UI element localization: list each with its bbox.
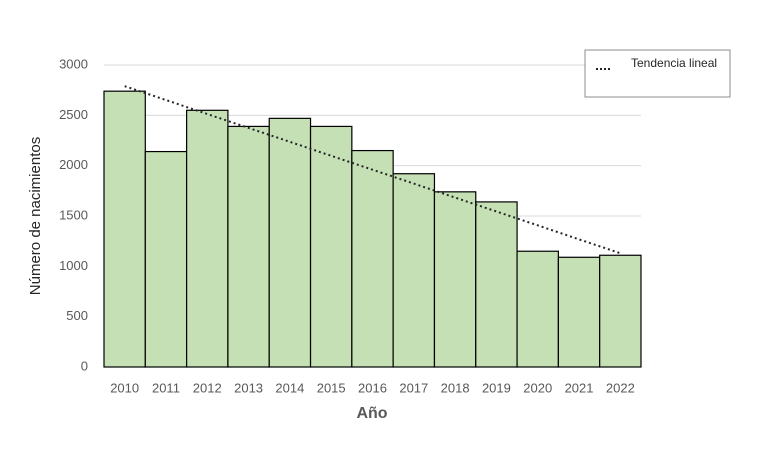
legend-box [584, 49, 731, 98]
bar [351, 149, 394, 368]
x-tick-label: 2010 [110, 380, 139, 395]
x-tick-label: 2011 [152, 380, 180, 395]
x-tick-label: 2018 [441, 380, 470, 395]
x-tick-label: 2013 [234, 380, 263, 395]
trend-line [124, 85, 621, 255]
bar [268, 117, 312, 368]
x-tick-label: 2019 [482, 380, 511, 395]
y-tick-label: 2000 [59, 157, 88, 172]
x-tick-label: 2021 [565, 380, 594, 395]
bar [475, 201, 518, 368]
bar [392, 173, 436, 368]
y-tick-label: 2500 [59, 107, 88, 122]
x-axis-label: Año [356, 405, 387, 422]
x-tick-label: 2016 [358, 380, 387, 395]
x-tick-label: 2014 [275, 380, 304, 395]
bar [309, 125, 353, 368]
bar [144, 150, 188, 368]
y-tick-label: 500 [66, 308, 88, 323]
bar [557, 256, 601, 368]
x-tick-label: 2015 [317, 380, 346, 395]
bar [227, 125, 270, 368]
y-axis-label: Número de nacimientos [27, 137, 44, 295]
x-tick-label: 2022 [606, 380, 635, 395]
y-tick-label: 3000 [59, 56, 88, 71]
x-tick-label: 2020 [523, 380, 552, 395]
y-tick-label: 1000 [59, 258, 88, 273]
plot-area: 0 500 1000 1500 2000 2500 3000 2010 2011 2012 2013… [59, 56, 642, 395]
x-tick-label: 2017 [399, 380, 428, 395]
legend: Tendencia lineal [584, 49, 731, 98]
bar [186, 109, 229, 368]
bar [516, 250, 559, 368]
bar [433, 191, 477, 368]
legend-label: Tendencia lineal [631, 56, 717, 70]
y-tick-label: 0 [81, 358, 88, 373]
x-tick-label: 2012 [193, 380, 222, 395]
bar [103, 90, 146, 368]
y-tick-label: 1500 [59, 207, 88, 222]
bar [599, 254, 642, 368]
